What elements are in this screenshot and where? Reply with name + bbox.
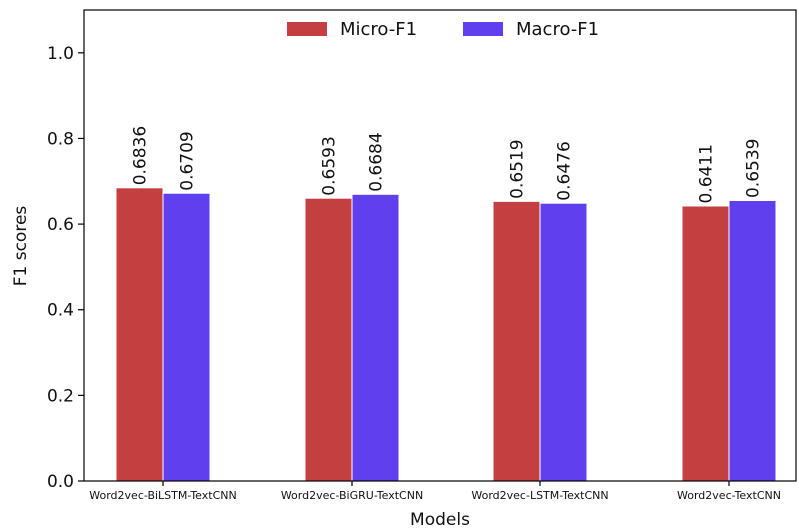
bar-micro-f1-word2vec-lstm-textcnn	[493, 201, 540, 481]
y-tick-label: 1.0	[47, 44, 74, 64]
legend-swatch-macro-f1	[463, 22, 503, 36]
y-tick-label: 0.6	[47, 215, 74, 235]
bar-micro-f1-word2vec-bigru-textcnn	[305, 198, 352, 482]
y-axis: 0.0 0.2 0.4 0.6 0.8 1.0	[47, 44, 84, 492]
data-label-macro-f1-word2vec-textcnn: 0.6539	[744, 139, 764, 198]
x-tick-label-word2vec-bigru-textcnn: Word2vec-BiGRU-TextCNN	[281, 489, 423, 502]
bar-macro-f1-word2vec-bigru-textcnn	[352, 194, 399, 481]
bars-group	[116, 188, 776, 482]
bar-micro-f1-word2vec-textcnn	[682, 206, 729, 482]
data-label-macro-f1-word2vec-bilstm-textcnn: 0.6709	[178, 131, 198, 190]
y-tick-label: 0.2	[47, 386, 74, 406]
legend-swatch-micro-f1	[287, 22, 327, 36]
data-labels-group: 0.6836 0.6709 0.6593 0.6684 0.6519 0.6476 0.64…	[131, 126, 764, 204]
x-axis: Word2vec-BiLSTM-TextCNN Word2vec-BiGRU-Te…	[89, 481, 781, 502]
bar-macro-f1-word2vec-lstm-textcnn	[540, 203, 587, 481]
y-tick-label: 0.8	[47, 129, 74, 149]
bar-macro-f1-word2vec-textcnn	[729, 201, 776, 481]
plot-frame	[83, 9, 797, 482]
x-axis-title: Models	[410, 510, 470, 529]
legend: Micro-F1 Macro-F1	[287, 19, 599, 40]
x-tick-label-word2vec-lstm-textcnn: Word2vec-LSTM-TextCNN	[471, 489, 608, 502]
bar-macro-f1-word2vec-bilstm-textcnn	[163, 193, 210, 481]
data-label-macro-f1-word2vec-bigru-textcnn: 0.6684	[367, 132, 387, 191]
data-label-macro-f1-word2vec-lstm-textcnn: 0.6476	[555, 141, 575, 200]
y-tick-label: 0.0	[47, 472, 74, 492]
data-label-micro-f1-word2vec-lstm-textcnn: 0.6519	[508, 139, 528, 198]
legend-label-micro-f1: Micro-F1	[340, 19, 417, 40]
y-axis-title: F1 scores	[11, 206, 31, 287]
legend-label-macro-f1: Macro-F1	[516, 19, 599, 40]
data-label-micro-f1-word2vec-bigru-textcnn: 0.6593	[320, 136, 340, 195]
data-label-micro-f1-word2vec-bilstm-textcnn: 0.6836	[131, 126, 151, 185]
data-label-micro-f1-word2vec-textcnn: 0.6411	[697, 144, 717, 203]
bar-micro-f1-word2vec-bilstm-textcnn	[116, 188, 163, 481]
y-tick-label: 0.4	[47, 301, 74, 321]
x-tick-label-word2vec-bilstm-textcnn: Word2vec-BiLSTM-TextCNN	[89, 489, 236, 502]
x-tick-label-word2vec-textcnn: Word2vec-TextCNN	[677, 489, 781, 502]
